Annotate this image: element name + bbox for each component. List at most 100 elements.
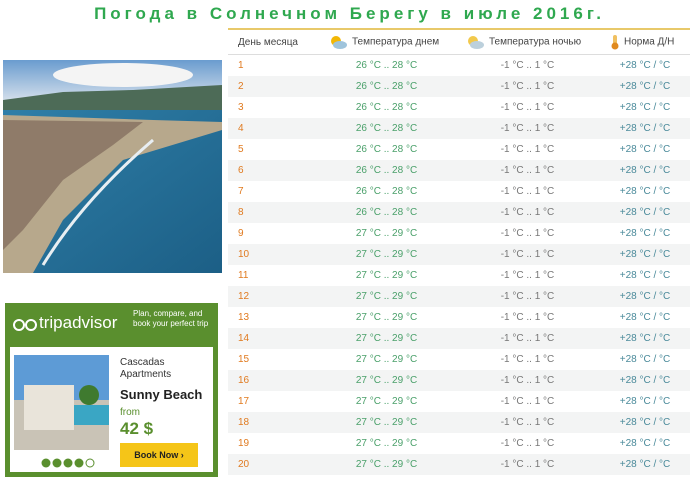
norm: +28 °C / °C xyxy=(600,328,690,349)
night-temp: -1 °C .. 1 °C xyxy=(455,118,600,139)
day: 14 xyxy=(228,328,318,349)
norm: +28 °C / °C xyxy=(600,412,690,433)
ad-banner[interactable]: tripadvisor Plan, compare, and book your… xyxy=(5,303,218,477)
day-temp: 27 °C .. 29 °C xyxy=(318,244,455,265)
day: 7 xyxy=(238,186,244,197)
day-temp: 27 °C .. 29 °C xyxy=(318,412,455,433)
price-prefix: from xyxy=(120,407,140,418)
table-row: 19 27 °C .. 29 °C -1 °C .. 1 °C +28 °C / °C xyxy=(228,433,690,454)
hotel-photo xyxy=(14,355,109,450)
night-temp: -1 °C .. 1 °C xyxy=(500,60,555,71)
sun-cloud-icon xyxy=(331,36,347,49)
day: 15 xyxy=(238,354,250,365)
brand: tripadvisor xyxy=(39,313,118,332)
day-temp: 26 °C .. 28 °C xyxy=(355,60,418,71)
day-temp: 27 °C .. 29 °C xyxy=(355,396,418,407)
night-temp: -1 °C .. 1 °C xyxy=(455,412,600,433)
night-temp: -1 °C .. 1 °C xyxy=(455,286,600,307)
table-row: 1 26 °C .. 28 °C -1 °C .. 1 °C +28 °C / °C xyxy=(228,55,690,77)
table-row: 15 27 °C .. 29 °C -1 °C .. 1 °C +28 °C / °C xyxy=(228,349,690,370)
norm: +28 °C / °C xyxy=(619,396,671,407)
rating xyxy=(41,458,95,468)
table-row: 6 26 °C .. 28 °C -1 °C .. 1 °C +28 °C / °C xyxy=(228,160,690,181)
day: 16 xyxy=(228,370,318,391)
day-temp: 26 °C .. 28 °C xyxy=(355,186,418,197)
day: 20 xyxy=(228,454,318,475)
norm: +28 °C / °C xyxy=(619,354,671,365)
day: 19 xyxy=(238,438,250,449)
night-temp: -1 °C .. 1 °C xyxy=(500,312,555,323)
day: 1 xyxy=(238,60,244,71)
norm: +28 °C / °C xyxy=(600,244,690,265)
offer-card: Cascadas Apartments Sunny Beach from 42 … xyxy=(10,347,213,472)
day: 2 xyxy=(228,76,318,97)
day: 17 xyxy=(238,396,250,407)
night-temp: -1 °C .. 1 °C xyxy=(455,76,600,97)
day-temp: 26 °C .. 28 °C xyxy=(355,102,418,113)
norm: +28 °C / °C xyxy=(619,144,671,155)
day-temp: 26 °C .. 28 °C xyxy=(318,118,455,139)
night-temp: -1 °C .. 1 °C xyxy=(455,370,600,391)
norm: +28 °C / °C xyxy=(619,186,671,197)
table-row: 8 26 °C .. 28 °C -1 °C .. 1 °C +28 °C / °C xyxy=(228,202,690,223)
table-row: 9 27 °C .. 29 °C -1 °C .. 1 °C +28 °C / °C xyxy=(228,223,690,244)
day: 4 xyxy=(228,118,318,139)
day: 10 xyxy=(228,244,318,265)
norm: +28 °C / °C xyxy=(619,228,671,239)
day-temp: 26 °C .. 28 °C xyxy=(318,76,455,97)
norm: +28 °C / °C xyxy=(619,270,671,281)
header-text: Температура днем xyxy=(352,36,440,48)
norm: +28 °C / °C xyxy=(619,438,671,449)
day-temp: 27 °C .. 29 °C xyxy=(355,270,418,281)
table-row: 3 26 °C .. 28 °C -1 °C .. 1 °C +28 °C / °C xyxy=(228,97,690,118)
hotel-name: Cascadas Apartments xyxy=(120,357,172,380)
day: 13 xyxy=(238,312,250,323)
day: 11 xyxy=(238,270,249,281)
norm: +28 °C / °C xyxy=(619,312,671,323)
moon-cloud-icon xyxy=(468,36,484,49)
day: 8 xyxy=(228,202,318,223)
day-temp: 27 °C .. 29 °C xyxy=(355,354,418,365)
table-row: 2 26 °C .. 28 °C -1 °C .. 1 °C +28 °C / °C xyxy=(228,76,690,97)
norm: +28 °C / °C xyxy=(619,60,671,71)
norm: +28 °C / °C xyxy=(600,118,690,139)
day: 6 xyxy=(228,160,318,181)
column-header: Температура ночью xyxy=(455,28,600,55)
table-row: 18 27 °C .. 29 °C -1 °C .. 1 °C +28 °C / °C xyxy=(228,412,690,433)
header-row: День месяца Температура днем Температура н… xyxy=(228,28,690,55)
table-row: 13 27 °C .. 29 °C -1 °C .. 1 °C +28 °C / °C xyxy=(228,307,690,328)
norm: +28 °C / °C xyxy=(600,76,690,97)
table-row: 4 26 °C .. 28 °C -1 °C .. 1 °C +28 °C / °C xyxy=(228,118,690,139)
norm: +28 °C / °C xyxy=(600,370,690,391)
day-temp: 26 °C .. 28 °C xyxy=(355,144,418,155)
day: 9 xyxy=(238,228,244,239)
column-header: День месяца xyxy=(228,28,318,55)
day-temp: 27 °C .. 29 °C xyxy=(355,228,418,239)
day-temp: 26 °C .. 28 °C xyxy=(318,202,455,223)
night-temp: -1 °C .. 1 °C xyxy=(455,328,600,349)
norm: +28 °C / °C xyxy=(600,160,690,181)
night-temp: -1 °C .. 1 °C xyxy=(500,354,555,365)
day-temp: 26 °C .. 28 °C xyxy=(318,160,455,181)
table-row: 12 27 °C .. 29 °C -1 °C .. 1 °C +28 °C / °C xyxy=(228,286,690,307)
night-temp: -1 °C .. 1 °C xyxy=(500,396,555,407)
beach-photo xyxy=(3,60,222,273)
day: 12 xyxy=(228,286,318,307)
header-text: Температура ночью xyxy=(489,36,582,48)
table-row: 10 27 °C .. 29 °C -1 °C .. 1 °C +28 °C / °C xyxy=(228,244,690,265)
day: 3 xyxy=(238,102,244,113)
day-temp: 27 °C .. 29 °C xyxy=(318,454,455,475)
day-temp: 27 °C .. 29 °C xyxy=(318,286,455,307)
night-temp: -1 °C .. 1 °C xyxy=(500,144,555,155)
day-temp: 27 °C .. 29 °C xyxy=(355,438,418,449)
day: 18 xyxy=(228,412,318,433)
day: 5 xyxy=(238,144,244,155)
thermometer-icon xyxy=(611,35,619,50)
norm: +28 °C / °C xyxy=(600,286,690,307)
night-temp: -1 °C .. 1 °C xyxy=(455,160,600,181)
norm: +28 °C / °C xyxy=(619,102,671,113)
day-temp: 27 °C .. 29 °C xyxy=(318,328,455,349)
day-temp: 27 °C .. 29 °C xyxy=(355,312,418,323)
book-button[interactable]: Book Now › xyxy=(120,443,198,467)
table-row: 17 27 °C .. 29 °C -1 °C .. 1 °C +28 °C / °C xyxy=(228,391,690,412)
